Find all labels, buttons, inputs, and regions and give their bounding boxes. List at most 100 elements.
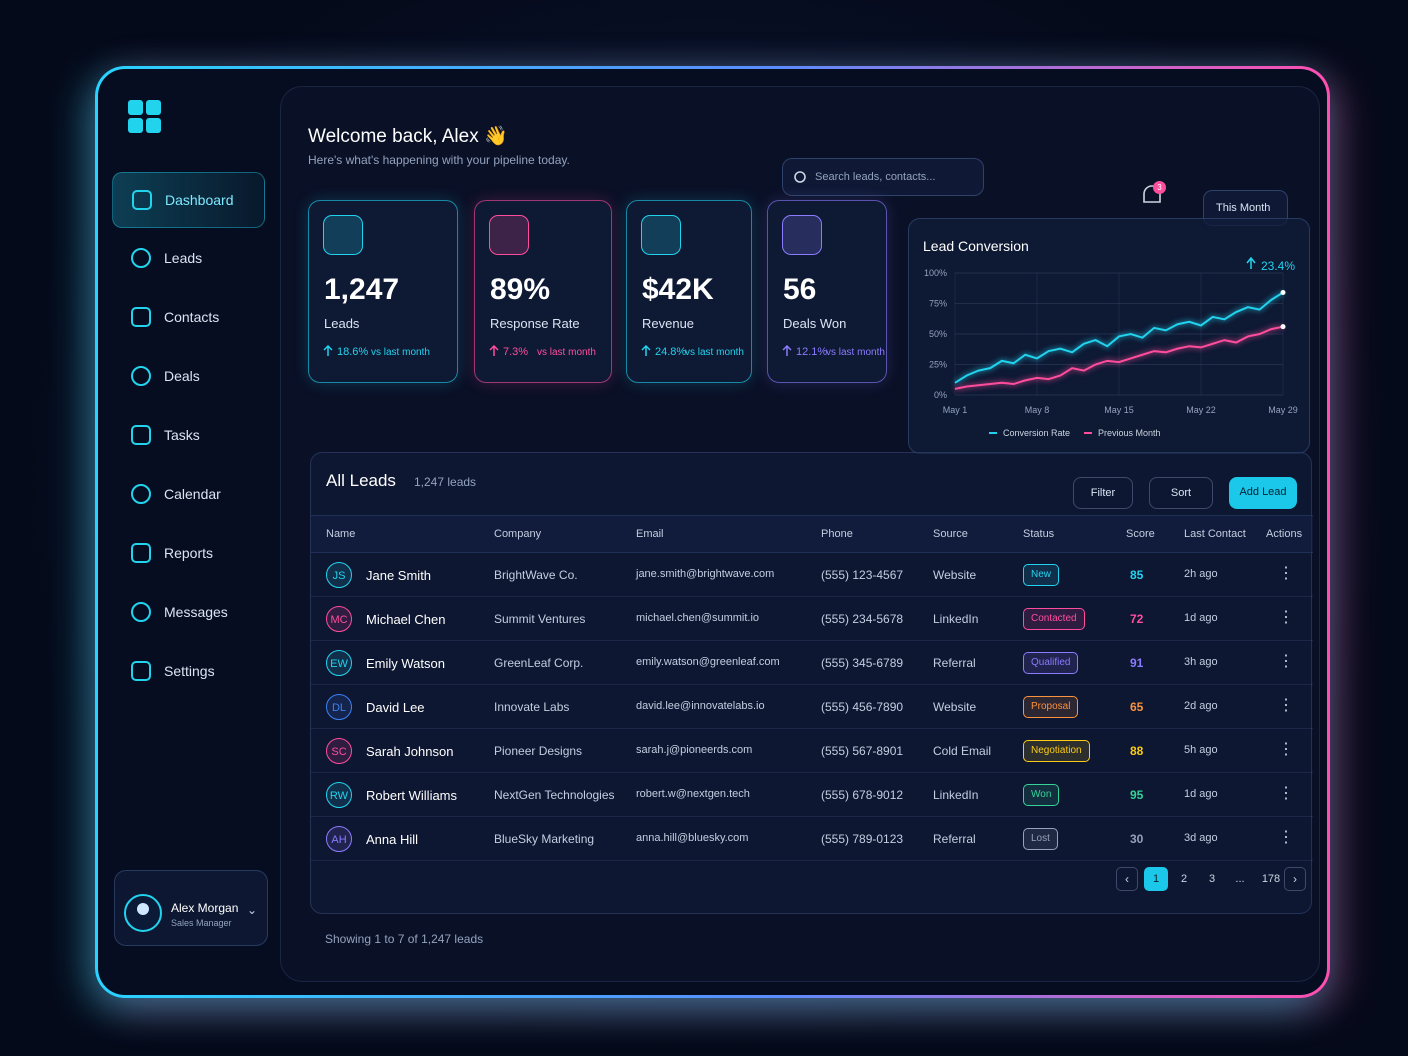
nav-item[interactable]: Calendar [112, 467, 265, 523]
user-name: Alex Morgan [171, 901, 239, 915]
table-row[interactable]: MC Michael Chen Summit Ventures michael.che… [311, 597, 1313, 641]
last-contact: 1d ago [1184, 612, 1218, 624]
row-actions[interactable]: ⋮ [1278, 609, 1294, 626]
row-actions[interactable]: ⋮ [1278, 741, 1294, 758]
lead-name: Jane Smith [366, 568, 432, 583]
stat-icon [323, 215, 363, 255]
status-badge: Lost [1023, 828, 1058, 850]
lead-name: Anna Hill [366, 832, 419, 847]
nav-item[interactable]: Reports [112, 526, 265, 582]
row-actions[interactable]: ⋮ [1278, 785, 1294, 802]
stat-note: vs last month [685, 347, 744, 358]
source: Cold Email [933, 744, 992, 758]
trend-arrow-shape [323, 345, 333, 356]
leads-card: All Leads 1,247 leads Filter Sort Add Lead Na… [310, 452, 1313, 914]
row-actions[interactable]: ⋮ [1278, 653, 1294, 670]
nav-item[interactable]: Settings [112, 644, 265, 700]
company: Innovate Labs [494, 700, 570, 714]
lead-name: Sarah Johnson [366, 744, 454, 759]
page-button[interactable]: 3 [1208, 873, 1216, 885]
source: LinkedIn [933, 612, 979, 626]
stat-label: Revenue [642, 316, 695, 331]
nav-icon-shape [131, 425, 151, 445]
column-header: Phone [821, 528, 853, 540]
nav-item[interactable]: Leads [112, 231, 265, 287]
lead-name: David Lee [366, 700, 425, 715]
nav-icon-shape [131, 366, 151, 386]
last-contact: 2h ago [1184, 568, 1218, 580]
phone: (555) 345-6789 [821, 656, 904, 670]
line-chart: Lead Conversion 23.4% 0% 25% 50% 75% 100% May 1… [923, 238, 1298, 438]
table-row[interactable]: EW Emily Watson GreenLeaf Corp. emily.watso… [311, 641, 1313, 685]
email: michael.chen@summit.io [636, 612, 760, 624]
email: jane.smith@brightwave.com [636, 568, 775, 580]
lead-name: Robert Williams [366, 788, 458, 803]
user-card[interactable]: Alex Morgan Sales Manager ⌄ [114, 870, 268, 946]
email: robert.w@nextgen.tech [636, 788, 750, 800]
avatar: RW [326, 782, 352, 808]
nav-item[interactable]: Deals [112, 349, 265, 405]
phone: (555) 678-9012 [821, 788, 904, 802]
search-box[interactable]: Search leads, contacts... [782, 158, 984, 196]
avatar-head [137, 903, 149, 915]
nav-item[interactable]: Dashboard [112, 172, 265, 228]
table-header-row [311, 515, 1313, 553]
x-tick-label: May 22 [1186, 405, 1216, 415]
nav-label: Leads [164, 250, 203, 266]
stat-value: $42K [642, 273, 714, 306]
y-tick-label: 0% [934, 390, 947, 400]
nav-item[interactable]: Tasks [112, 408, 265, 464]
search-icon [794, 171, 806, 183]
logo-square [128, 118, 143, 133]
row-actions[interactable]: ⋮ [1278, 829, 1294, 846]
row-actions[interactable]: ⋮ [1278, 697, 1294, 714]
toolbar-button[interactable]: Filter [1073, 477, 1133, 509]
table-row[interactable]: RW Robert Williams NextGen Technologies rob… [311, 773, 1313, 817]
stat-icon [782, 215, 822, 255]
search-glass [794, 171, 806, 183]
toolbar-button[interactable]: Add Lead [1229, 477, 1297, 509]
x-tick-label: May 8 [1025, 405, 1050, 415]
page-button[interactable]: 2 [1180, 873, 1188, 885]
row-actions[interactable]: ⋮ [1278, 565, 1294, 582]
nav-item[interactable]: Contacts [112, 290, 265, 346]
x-tick-label: May 29 [1268, 405, 1298, 415]
y-tick-label: 50% [929, 329, 947, 339]
stat-card: 1,247 Leads 18.6% vs last month [308, 200, 458, 383]
stat-change: 12.1% [796, 346, 828, 358]
nav-item[interactable]: Messages [112, 585, 265, 641]
phone: (555) 123-4567 [821, 568, 904, 582]
source: LinkedIn [933, 788, 979, 802]
column-header: Status [1023, 528, 1055, 540]
toolbar-button[interactable]: Sort [1149, 477, 1213, 509]
y-tick-label: 75% [929, 299, 947, 309]
y-tick-label: 25% [929, 360, 947, 370]
stat-label: Leads [324, 316, 360, 331]
table-row[interactable]: SC Sarah Johnson Pioneer Designs sarah.j@pi… [311, 729, 1313, 773]
table-row[interactable]: AH Anna Hill BlueSky Marketing anna.hill@bl… [311, 817, 1313, 861]
x-tick-label: May 1 [943, 405, 968, 415]
stat-note: vs last month [537, 347, 596, 358]
user-menu[interactable]: ⌄ [247, 903, 258, 917]
email: sarah.j@pioneerds.com [636, 744, 753, 756]
trend-arrow-shape [489, 345, 499, 356]
source: Referral [933, 656, 976, 670]
column-header: Name [326, 528, 356, 540]
page-next[interactable]: › [1284, 867, 1306, 891]
table-row[interactable]: DL David Lee Innovate Labs david.lee@innova… [311, 685, 1313, 729]
nav-icon-shape [131, 602, 151, 622]
nav-icon [131, 425, 151, 445]
nav-icon [131, 602, 151, 622]
stat-card: 89% Response Rate 7.3% vs last month [474, 200, 612, 383]
page-button[interactable]: 1 [1144, 867, 1168, 891]
page-subtitle: Here's what's happening with your pipeli… [308, 153, 570, 167]
page-button[interactable]: 178 [1261, 873, 1281, 885]
table-row[interactable]: JS Jane Smith BrightWave Co. jane.smith@bri… [311, 553, 1313, 597]
avatar: AH [326, 826, 352, 852]
stat-value: 1,247 [324, 273, 400, 306]
logo-square [128, 100, 143, 115]
page-button[interactable]: ... [1235, 873, 1245, 885]
nav-icon-shape [131, 661, 151, 681]
page-prev[interactable]: ‹ [1116, 867, 1138, 891]
